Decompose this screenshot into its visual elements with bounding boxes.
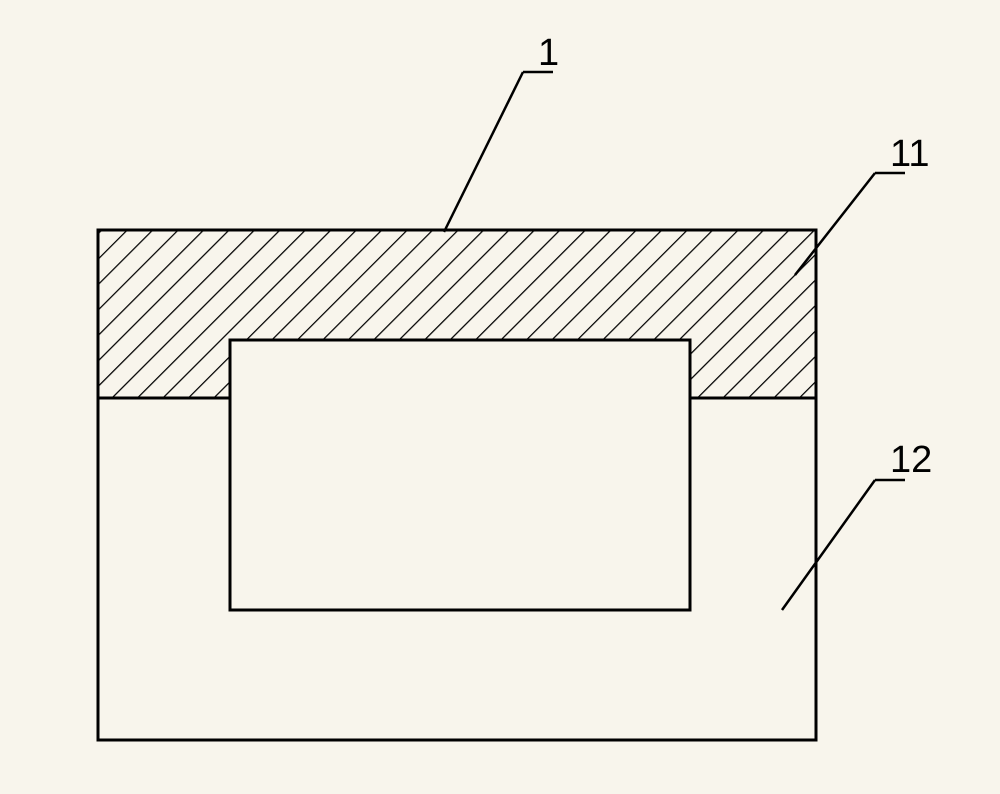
- hatched-region: [98, 230, 816, 400]
- leader-12: [782, 480, 905, 610]
- label-11: 11: [890, 133, 929, 175]
- diagram-canvas: 1 11 12: [0, 0, 1000, 794]
- leader-1: [444, 72, 553, 232]
- label-1: 1: [538, 32, 559, 74]
- inner-rect: [230, 340, 690, 610]
- label-12: 12: [890, 439, 932, 481]
